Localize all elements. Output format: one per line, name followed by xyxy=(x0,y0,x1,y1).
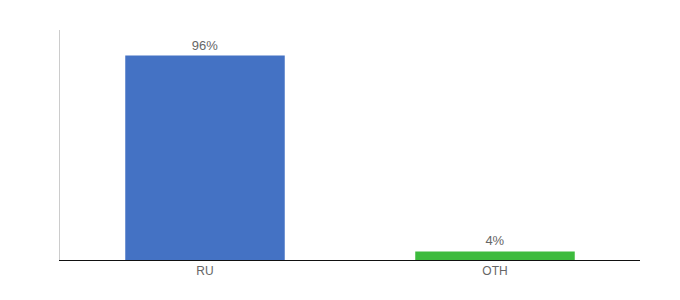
svg-text:OTH: OTH xyxy=(482,264,507,278)
svg-text:4%: 4% xyxy=(485,233,504,248)
svg-text:96%: 96% xyxy=(192,38,218,53)
svg-text:RU: RU xyxy=(196,264,213,278)
